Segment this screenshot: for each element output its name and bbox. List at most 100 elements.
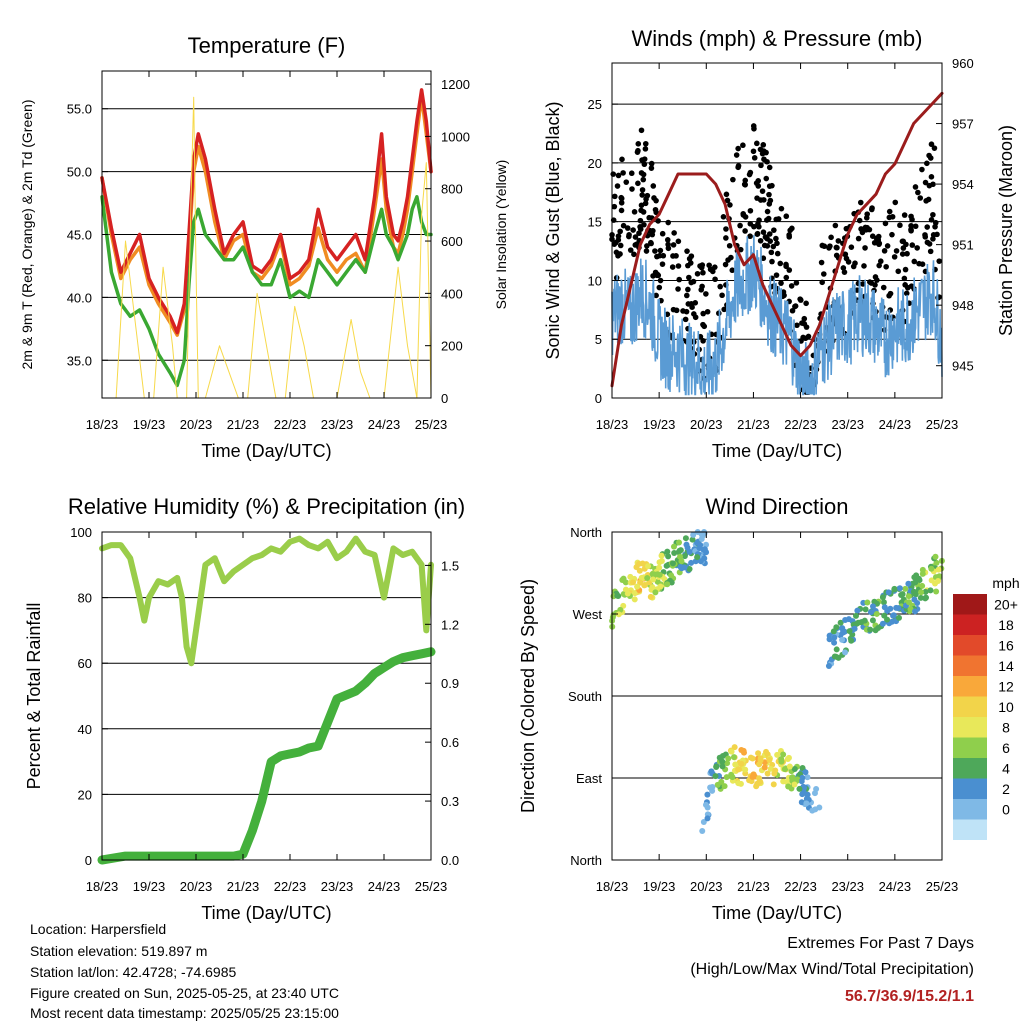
gust-point (886, 208, 893, 215)
direction-point (905, 599, 912, 606)
direction-point (731, 744, 738, 751)
direction-point (770, 781, 777, 788)
colorbar-swatch (953, 614, 987, 635)
temperature-y2tick-label: 800 (441, 182, 463, 197)
gust-point (767, 197, 774, 204)
gust-point (670, 242, 677, 248)
winds-xtick-label: 19/23 (643, 417, 676, 432)
gust-point (684, 292, 690, 299)
direction-point (833, 624, 840, 631)
gust-point (754, 230, 761, 237)
gust-point (729, 267, 736, 274)
direction-point (871, 598, 878, 605)
gust-point (927, 248, 934, 255)
gust-point (932, 219, 939, 226)
extremes-subtitle: (High/Low/Max Wind/Total Precipitation) (690, 961, 974, 978)
direction-point (928, 565, 935, 572)
gust-point (868, 280, 875, 286)
gust-point (928, 216, 935, 223)
direction-point (681, 553, 688, 560)
gust-point (632, 234, 639, 240)
temperature-xtick-label: 24/23 (368, 417, 401, 432)
gust-point (818, 259, 825, 266)
gust-point (924, 160, 930, 167)
gust-point (764, 208, 771, 215)
direction-point (907, 606, 914, 613)
direction-point (933, 559, 940, 566)
gust-point (635, 180, 641, 187)
direction-point (652, 589, 659, 596)
gust-point (686, 255, 693, 262)
direction-point (631, 590, 638, 597)
gust-point (908, 283, 915, 289)
direction-point (869, 617, 876, 624)
direction-point (896, 585, 903, 592)
temperature-ytick-label: 55.0 (67, 102, 92, 117)
gust-point (740, 212, 747, 218)
gust-point (623, 179, 630, 185)
gust-point (763, 175, 770, 182)
gust-point (610, 171, 617, 177)
colorbar-swatch (953, 758, 987, 779)
direction-point (636, 560, 643, 567)
gust-point (766, 231, 773, 237)
direction-point (763, 748, 770, 755)
direction-point (614, 592, 621, 599)
gust-point (869, 205, 875, 211)
direction-point (615, 611, 622, 618)
gust-point (682, 316, 689, 323)
colorbar-swatch (953, 778, 987, 799)
gust-point (793, 280, 800, 286)
gust-point (783, 274, 790, 281)
gust-point (909, 216, 915, 223)
direction-point (895, 605, 902, 612)
direction-point (650, 576, 657, 583)
gust-point (723, 235, 729, 241)
colorbar-swatch (953, 717, 987, 738)
direction-point (669, 560, 676, 567)
direction-point (796, 785, 803, 792)
temperature-xlabel: Time (Day/UTC) (201, 441, 331, 461)
direction-point (798, 778, 805, 785)
gust-point (930, 211, 936, 218)
direction-point (917, 594, 924, 601)
direction-point (735, 766, 742, 773)
gust-point (618, 207, 625, 214)
gust-point (700, 338, 706, 344)
gust-point (768, 249, 775, 256)
winds-y2tick-label: 945 (952, 359, 974, 374)
gust-point (642, 200, 649, 207)
winds-ytick-label: 5 (595, 332, 602, 347)
direction-point (712, 773, 719, 780)
gust-point (694, 270, 701, 277)
humidity-xtick-label: 21/23 (227, 879, 260, 894)
temperature-y2tick-label: 1200 (441, 77, 470, 92)
gust-point (819, 279, 825, 286)
direction-point (848, 637, 855, 644)
direction-ytick-label: North (570, 525, 602, 540)
direction-ytick-label: North (570, 853, 602, 868)
direction-point (697, 558, 704, 565)
direction-point (778, 756, 785, 763)
gust-point (699, 262, 706, 268)
gust-point (755, 221, 761, 227)
gust-point (922, 179, 929, 186)
gust-point (747, 233, 753, 240)
gust-point (614, 183, 621, 189)
gust-point (902, 282, 908, 288)
temperature-ylabel: 2m & 9m T (Red, Orange) & 2m Td (Green) (19, 100, 35, 370)
gust-point (700, 269, 706, 276)
gust-point (760, 255, 767, 262)
gust-point (803, 324, 810, 330)
gust-point (703, 291, 709, 297)
direction-point (919, 582, 926, 589)
gust-point (754, 195, 760, 201)
winds-y2tick-label: 960 (952, 56, 974, 71)
direction-point (677, 553, 684, 560)
extremes-values: 56.7/36.9/15.2/1.1 (845, 988, 974, 1005)
gust-point (642, 146, 649, 152)
direction-point (881, 604, 888, 611)
gust-point (620, 222, 627, 229)
direction-point (781, 766, 788, 773)
direction-point (645, 563, 652, 570)
